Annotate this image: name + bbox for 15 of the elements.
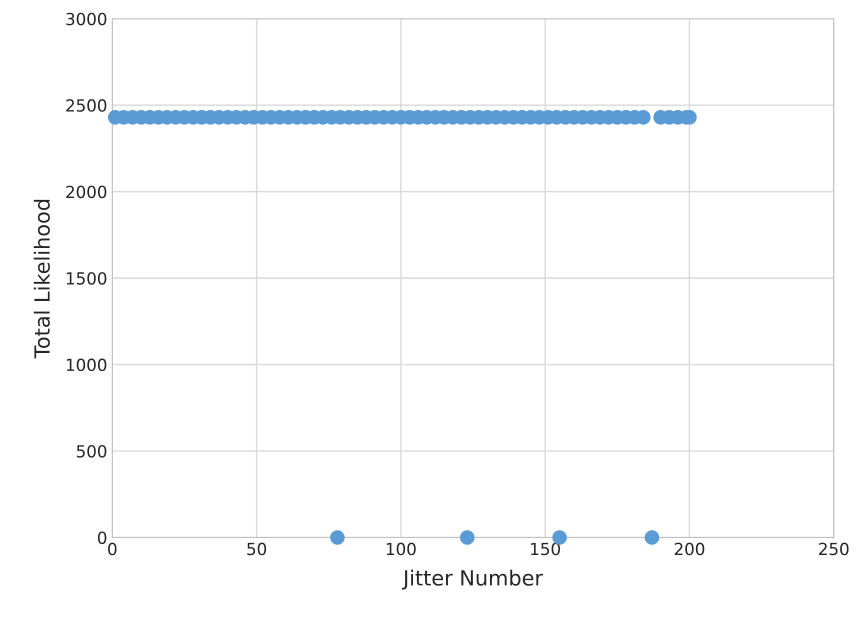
x-tick-label: 150 — [531, 542, 560, 556]
y-tick-label: 500 — [76, 445, 106, 458]
y-tick-label: 2500 — [66, 99, 106, 112]
y-tick-label: 2000 — [66, 186, 106, 198]
y-tick-label: 1000 — [66, 358, 106, 372]
x-tick-label: 100 — [386, 542, 416, 556]
x-tick-label: 200 — [674, 542, 704, 556]
x-tick-label: 50 — [247, 542, 266, 556]
x-tick-label: 0 — [108, 542, 117, 556]
y-axis-title: Total Likelihood — [34, 200, 50, 358]
y-tick-label: 3000 — [66, 12, 106, 26]
y-tick-label: 0 — [98, 531, 106, 544]
x-axis-title: Jitter Number — [402, 570, 544, 590]
x-tick-label: 250 — [819, 542, 849, 556]
y-tick-label: 1500 — [66, 272, 106, 285]
